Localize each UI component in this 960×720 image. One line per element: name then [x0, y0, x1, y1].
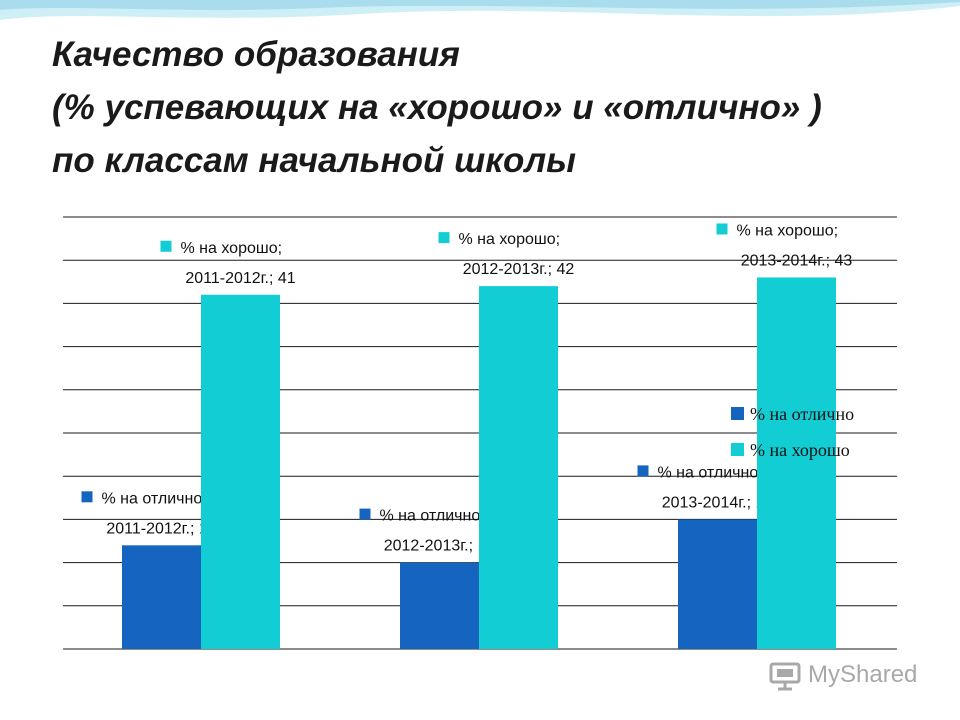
- data-label-value: 2011-2012г.; 41: [185, 270, 295, 287]
- data-label-value: 2012-2013г.; 10: [384, 538, 496, 555]
- legend-label: % на отлично: [750, 404, 854, 424]
- data-label-series: % на отлично;: [102, 490, 207, 507]
- data-label-marker: [81, 491, 93, 503]
- data-label-marker: [637, 465, 649, 477]
- legend-marker: [731, 443, 744, 456]
- slide-title: Качество образования (% успевающих на «х…: [52, 28, 932, 187]
- legend-marker: [731, 407, 744, 420]
- legend-label: % на хорошо: [750, 440, 850, 460]
- data-label-series: % на хорошо;: [737, 222, 839, 239]
- data-label-value: 2013-2014г.; 43: [741, 252, 853, 269]
- watermark: MyShared: [768, 658, 917, 692]
- bar-khorosho: [757, 277, 836, 649]
- data-label-series: % на хорошо;: [459, 231, 561, 248]
- bar-otlichno: [122, 545, 201, 649]
- title-line-2: (% успевающих на «хорошо» и «отлично» ): [52, 88, 822, 127]
- bar-khorosho: [479, 286, 558, 649]
- presentation-icon: [769, 662, 801, 691]
- watermark-text: MyShared: [808, 661, 918, 688]
- data-label-series: % на отлично;: [380, 508, 485, 525]
- bar-khorosho: [201, 294, 280, 649]
- data-label-value: 2012-2013г.; 42: [463, 261, 575, 278]
- data-label-series: % на отлично;: [658, 464, 763, 481]
- title-line-1: Качество образования: [52, 35, 460, 74]
- data-label-marker: [438, 232, 450, 244]
- data-label-value: 2011-2012г.; 12: [106, 520, 216, 537]
- data-label-marker: [716, 223, 728, 235]
- bar-otlichno: [400, 562, 479, 649]
- bar-otlichno: [678, 519, 757, 649]
- data-label-value: 2013-2014г.; 15: [662, 494, 774, 511]
- data-label-marker: [160, 240, 172, 252]
- data-label-series: % на хорошо;: [181, 240, 283, 257]
- decorative-header-wave: [0, 0, 960, 20]
- data-label-marker: [359, 508, 371, 520]
- title-line-3: по классам начальной школы: [52, 141, 576, 180]
